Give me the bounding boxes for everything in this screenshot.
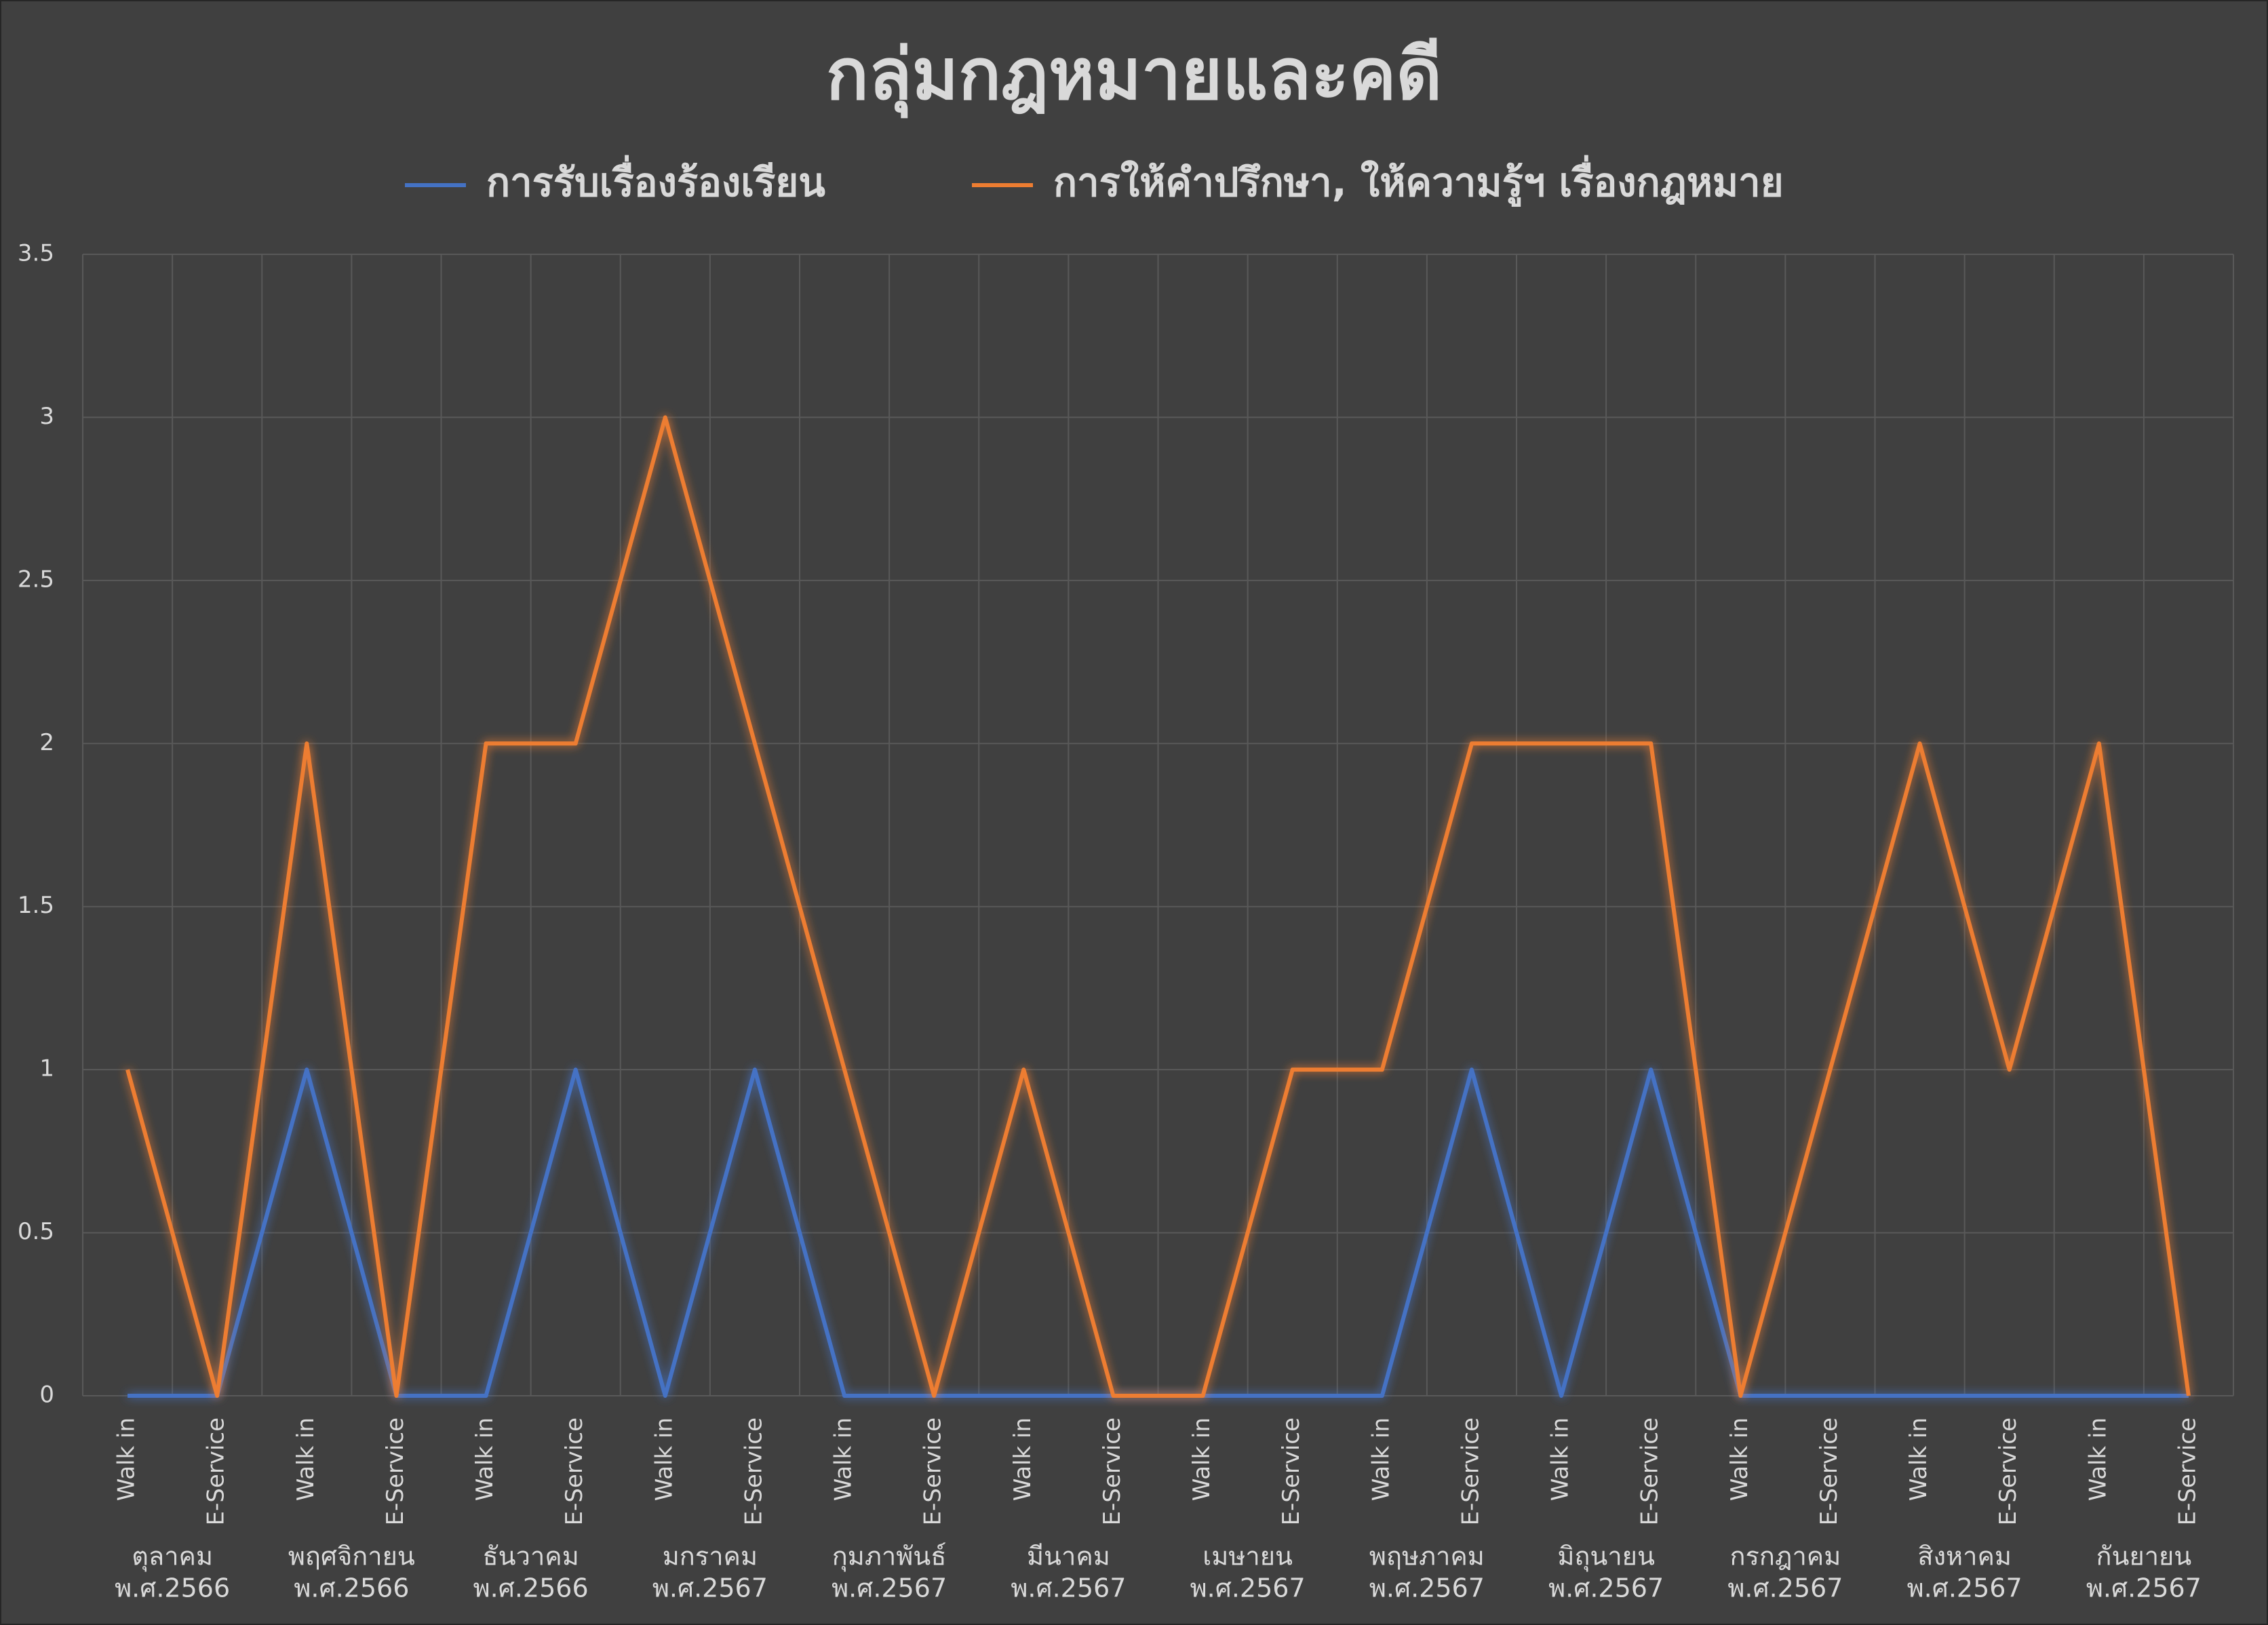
group-label: มกราคม <box>663 1542 758 1571</box>
x-tick-label: Walk in <box>1367 1417 1394 1501</box>
group-label: พ.ศ.2567 <box>1727 1573 1843 1603</box>
group-label: มีนาคม <box>1027 1542 1110 1571</box>
x-tick-label: Walk in <box>1547 1417 1574 1501</box>
x-tick-label: E-Service <box>1995 1417 2022 1525</box>
x-tick-label: Walk in <box>1726 1417 1753 1501</box>
y-tick-label: 0.5 <box>18 1218 54 1245</box>
x-tick-label: E-Service <box>1637 1417 1664 1525</box>
group-label: พ.ศ.2566 <box>473 1573 589 1603</box>
group-label: กุมภาพันธ์ <box>832 1542 947 1572</box>
x-tick-label: E-Service <box>740 1417 767 1525</box>
group-label: พฤศจิกายน <box>288 1542 415 1571</box>
group-label: พ.ศ.2567 <box>2086 1573 2202 1603</box>
x-tick-label: E-Service <box>1816 1417 1843 1525</box>
x-tick-label: Walk in <box>830 1417 857 1501</box>
x-tick-label: E-Service <box>920 1417 947 1525</box>
group-label: พ.ศ.2567 <box>1011 1573 1126 1603</box>
x-tick-label: E-Service <box>2174 1417 2201 1525</box>
x-tick-label: Walk in <box>1188 1417 1215 1501</box>
group-label: พ.ศ.2567 <box>652 1573 768 1603</box>
group-label: กรกฎาคม <box>1730 1542 1841 1571</box>
x-tick-label: E-Service <box>1457 1417 1484 1525</box>
legend-label: การรับเรื่องร้องเรียน <box>486 155 825 205</box>
group-label: พ.ศ.2566 <box>294 1573 409 1603</box>
x-tick-label: E-Service <box>1278 1417 1305 1525</box>
x-tick-label: Walk in <box>1905 1417 1932 1501</box>
series-line <box>125 415 2191 1398</box>
x-tick-label: Walk in <box>650 1417 678 1501</box>
x-tick-label: Walk in <box>471 1417 498 1501</box>
x-tick-label: Walk in <box>2084 1417 2111 1501</box>
y-tick-label: 1.5 <box>18 892 54 919</box>
y-tick-label: 1 <box>39 1055 54 1082</box>
group-label: พ.ศ.2567 <box>1190 1573 1306 1603</box>
group-label: มิถุนายน <box>1557 1542 1655 1572</box>
group-label: พฤษภาคม <box>1369 1542 1485 1571</box>
group-label: พ.ศ.2567 <box>1369 1573 1485 1603</box>
x-tick-label: Walk in <box>113 1417 140 1501</box>
y-tick-label: 3 <box>39 403 54 430</box>
y-tick-label: 3.5 <box>18 240 54 267</box>
group-label: พ.ศ.2567 <box>1907 1573 2022 1603</box>
x-tick-label: E-Service <box>561 1417 588 1525</box>
x-tick-label: E-Service <box>1099 1417 1126 1525</box>
x-tick-label: Walk in <box>292 1417 319 1501</box>
group-label: ตุลาคม <box>132 1542 213 1572</box>
y-tick-label: 2.5 <box>18 566 54 593</box>
x-tick-label: E-Service <box>203 1417 230 1525</box>
x-tick-label: E-Service <box>382 1417 409 1525</box>
group-label: ธันวาคม <box>482 1542 579 1571</box>
x-tick-label: Walk in <box>1009 1417 1036 1501</box>
y-tick-label: 0 <box>39 1382 54 1409</box>
chart-title: กลุ่มกฎหมายและคดี <box>826 33 1442 118</box>
y-tick-label: 2 <box>39 729 54 756</box>
legend-label: การให้คำปรึกษา, ให้ความรู้ฯ เรื่องกฎหมาย <box>1053 155 1784 207</box>
group-label: สิงหาคม <box>1917 1542 2012 1571</box>
group-label: พ.ศ.2566 <box>115 1573 230 1603</box>
group-label: พ.ศ.2567 <box>1548 1573 1664 1603</box>
group-label: เมษายน <box>1203 1542 1293 1571</box>
group-label: กันยายน <box>2096 1542 2191 1571</box>
group-label: พ.ศ.2567 <box>832 1573 947 1603</box>
